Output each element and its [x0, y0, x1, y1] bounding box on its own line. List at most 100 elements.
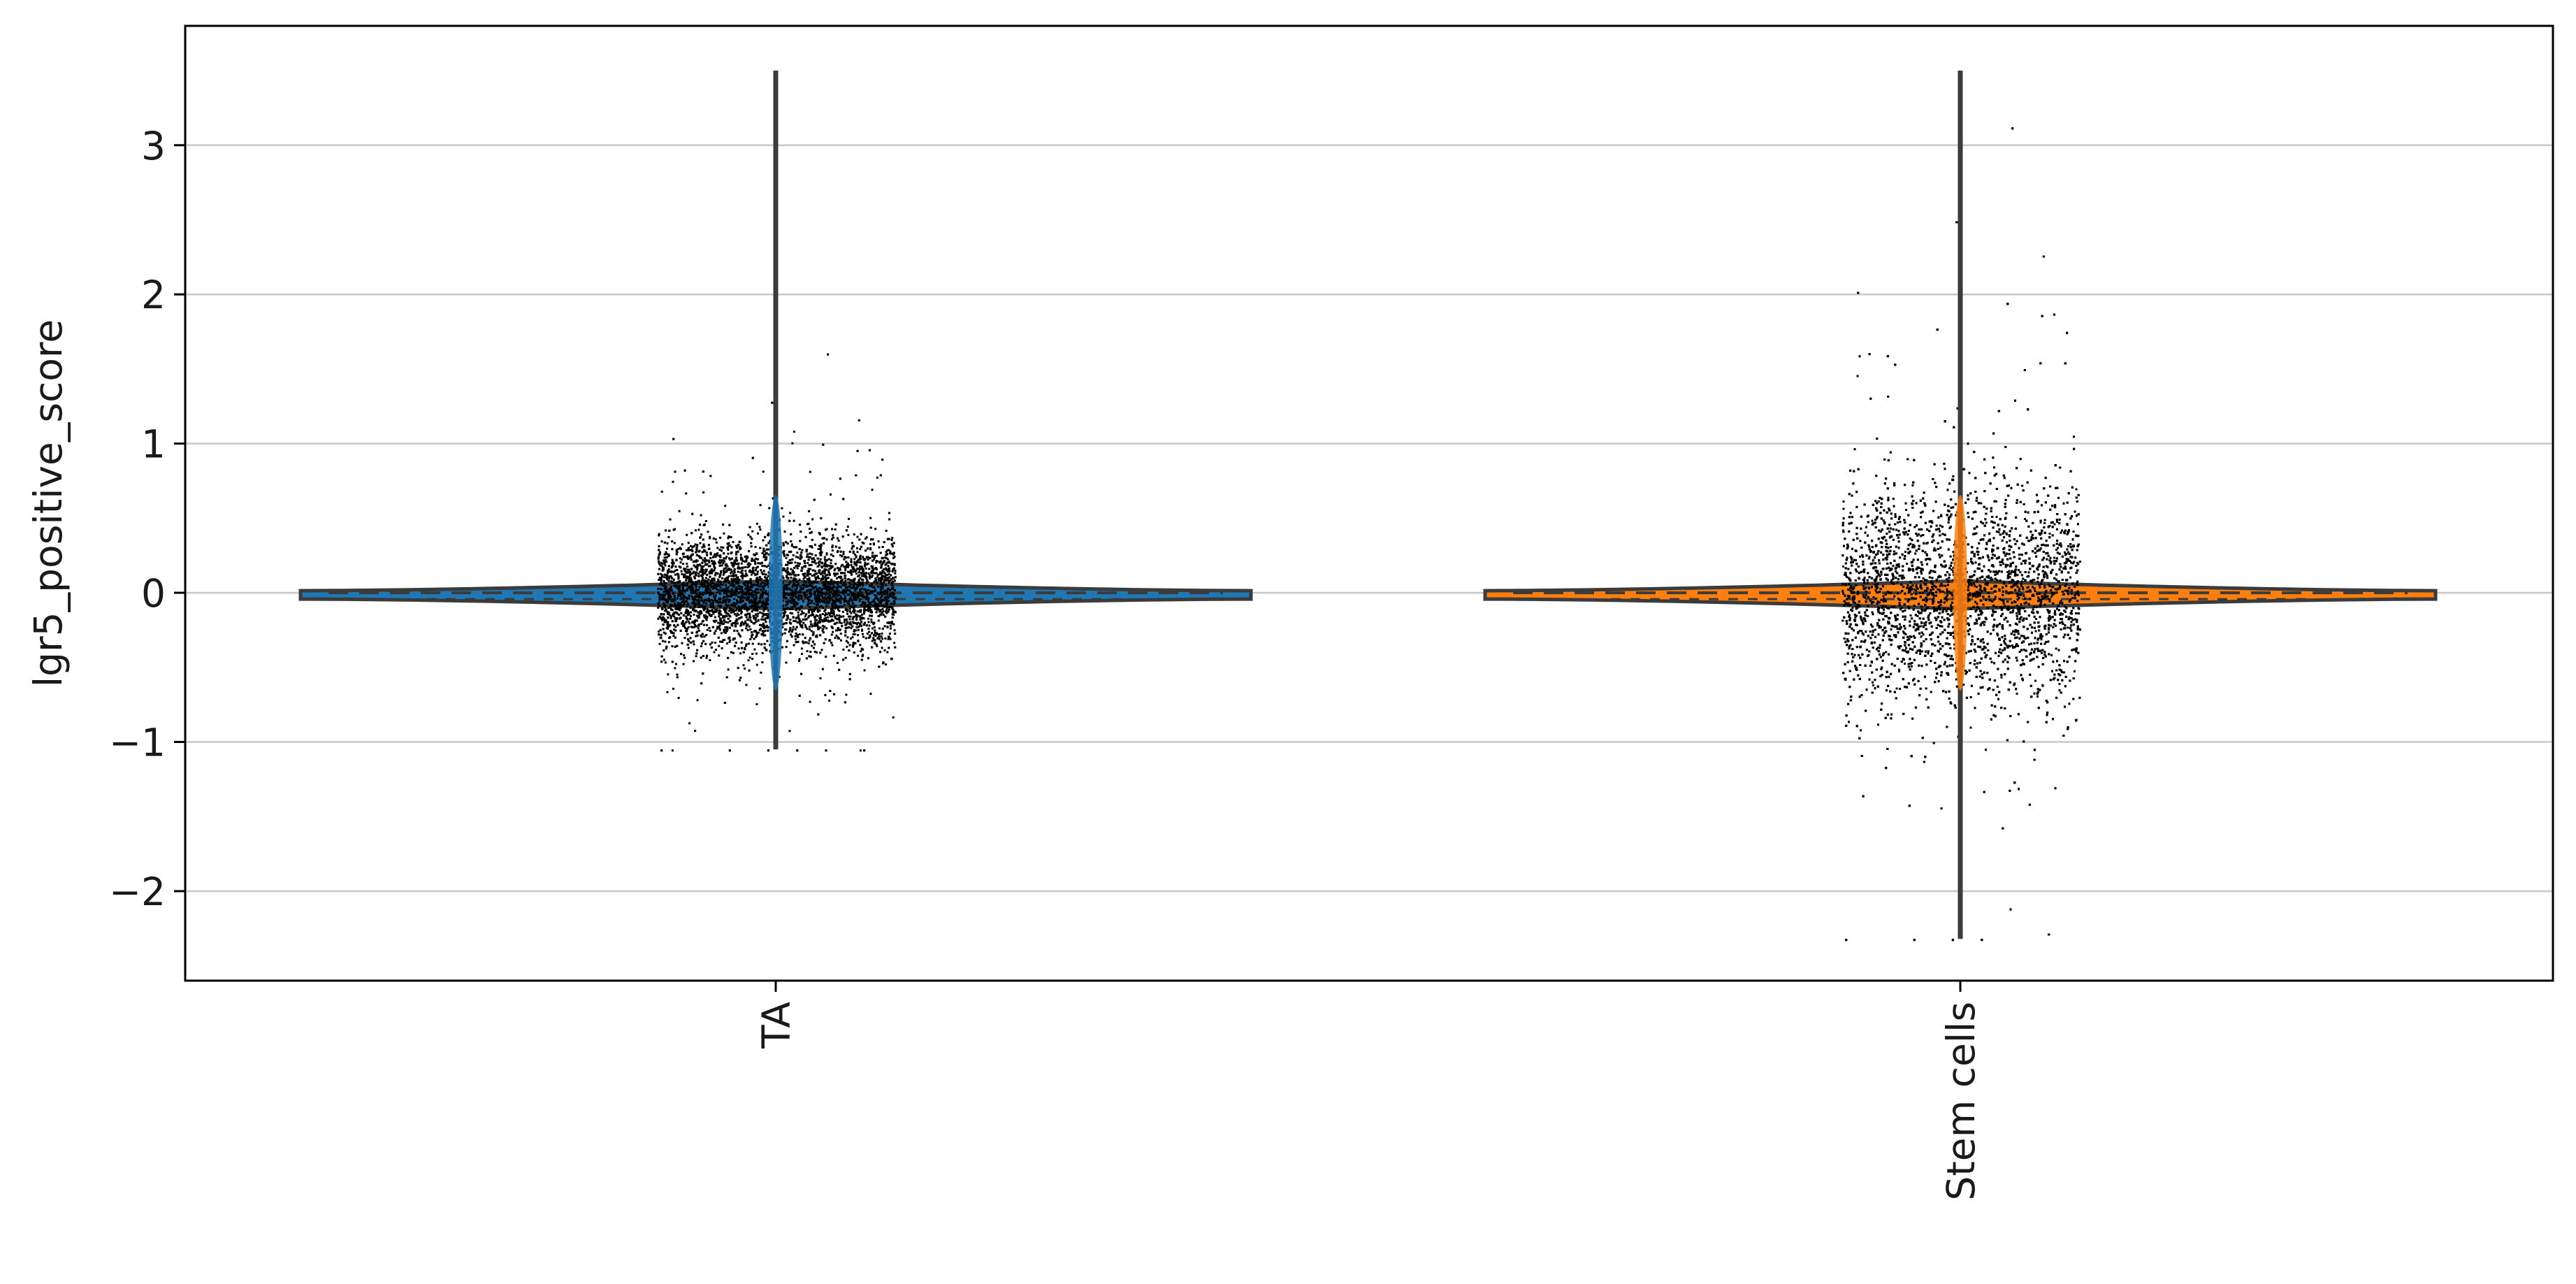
- data-point: [840, 639, 842, 642]
- data-point: [748, 625, 751, 628]
- data-point: [762, 547, 765, 550]
- data-point: [732, 564, 735, 567]
- data-point: [675, 619, 678, 621]
- data-point: [844, 575, 846, 577]
- data-point: [702, 640, 705, 642]
- data-point: [716, 588, 718, 591]
- data-point: [878, 635, 881, 638]
- data-point: [851, 636, 854, 639]
- data-point: [665, 551, 667, 554]
- data-point: [874, 607, 876, 610]
- data-point: [737, 570, 739, 573]
- data-point: [732, 541, 735, 543]
- data-point: [755, 522, 758, 525]
- data-point: [791, 598, 794, 600]
- data-point: [717, 578, 720, 581]
- data-point: [811, 599, 813, 602]
- data-point: [819, 558, 822, 561]
- data-point: [820, 517, 823, 519]
- data-point: [753, 648, 756, 651]
- data-point: [709, 609, 712, 612]
- data-point: [881, 575, 883, 577]
- data-point: [861, 629, 864, 632]
- data-point: [709, 553, 712, 556]
- data-point: [886, 651, 889, 654]
- data-point: [765, 556, 768, 558]
- data-point: [870, 611, 873, 614]
- data-point: [888, 549, 890, 551]
- data-point: [713, 569, 716, 572]
- data-point: [839, 595, 842, 598]
- data-point: [763, 647, 766, 649]
- data-point: [867, 621, 870, 623]
- data-point: [697, 528, 700, 531]
- data-point: [699, 570, 702, 573]
- data-point: [658, 577, 661, 579]
- data-point: [701, 582, 704, 584]
- data-point: [858, 615, 861, 618]
- data-point: [744, 565, 746, 568]
- data-point: [732, 602, 735, 605]
- data-point: [658, 533, 660, 535]
- data-point: [844, 568, 847, 570]
- data-point: [754, 574, 757, 577]
- data-point: [851, 547, 853, 550]
- data-point: [669, 587, 672, 590]
- data-point: [869, 584, 871, 587]
- data-point: [808, 609, 811, 611]
- data-point: [809, 568, 811, 570]
- data-point: [855, 572, 858, 575]
- data-point: [825, 553, 828, 556]
- data-point: [847, 565, 850, 568]
- data-point: [876, 554, 878, 557]
- data-point: [737, 647, 740, 650]
- data-point: [761, 561, 763, 564]
- data-point: [885, 598, 888, 600]
- data-point: [859, 548, 862, 551]
- data-point: [767, 553, 770, 556]
- data-point: [670, 588, 673, 591]
- data-point: [825, 575, 827, 577]
- data-point: [876, 476, 878, 479]
- data-point: [750, 589, 753, 591]
- data-point: [695, 593, 698, 596]
- data-point: [683, 603, 686, 605]
- data-point: [807, 601, 810, 604]
- data-point: [893, 629, 896, 632]
- data-point: [725, 601, 728, 604]
- data-point: [871, 590, 874, 593]
- data-point: [736, 612, 739, 615]
- data-point: [735, 614, 738, 617]
- data-point: [828, 699, 831, 702]
- data-point: [689, 549, 692, 551]
- data-point: [892, 716, 895, 719]
- data-point: [871, 559, 874, 562]
- data-point: [702, 655, 704, 657]
- data-point: [724, 577, 727, 580]
- data-point: [767, 564, 769, 567]
- data-point: [663, 621, 666, 623]
- data-point: [718, 561, 721, 563]
- data-point: [755, 635, 758, 637]
- data-point: [820, 551, 823, 554]
- data-point: [686, 618, 688, 621]
- data-point: [755, 616, 758, 619]
- data-point: [785, 563, 788, 566]
- data-point: [860, 650, 862, 653]
- data-point: [674, 612, 676, 614]
- data-point: [840, 597, 843, 600]
- data-point: [709, 659, 711, 661]
- data-point: [810, 563, 813, 566]
- data-point: [676, 597, 679, 600]
- data-point: [765, 565, 768, 568]
- data-point: [716, 591, 719, 593]
- data-point: [679, 557, 681, 560]
- data-point: [686, 563, 688, 565]
- data-point: [757, 532, 759, 535]
- data-point: [889, 552, 892, 555]
- data-point: [696, 544, 699, 547]
- data-point: [690, 568, 693, 570]
- data-point: [713, 563, 715, 566]
- data-point: [667, 580, 670, 582]
- data-point: [672, 562, 675, 565]
